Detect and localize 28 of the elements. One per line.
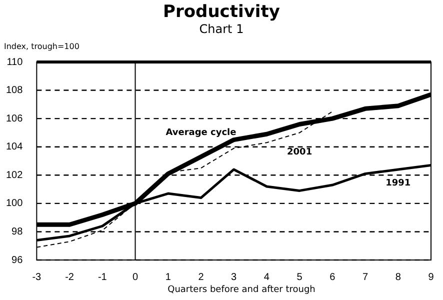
series-label: Average cycle (166, 128, 236, 138)
y-tick-label: 102 (6, 170, 24, 181)
y-tick-label: 108 (6, 85, 24, 96)
x-tick-label: -3 (32, 272, 42, 283)
x-tick-label: 3 (231, 272, 238, 283)
x-tick-label: 1 (165, 272, 172, 283)
chart-subtitle: Chart 1 (198, 22, 245, 36)
x-tick-label: -1 (98, 272, 108, 283)
x-tick-label: 4 (264, 272, 270, 283)
x-axis-title: Quarters before and after trough (166, 285, 316, 295)
x-tick-label: 0 (132, 272, 138, 283)
y-tick-label: 98 (12, 226, 24, 238)
x-tick-label: 9 (428, 272, 434, 283)
x-tick-label: 6 (330, 272, 336, 283)
series-label: 1991 (386, 178, 411, 188)
chart-title: Productivity (162, 2, 281, 22)
y-tick-label: 104 (6, 142, 24, 153)
x-tick-label: 2 (198, 272, 204, 283)
y-tick-label: 96 (12, 254, 24, 266)
x-tick-label: 7 (362, 272, 368, 283)
x-tick-label: 5 (296, 272, 303, 283)
y-axis-title: Index, trough=100 (4, 42, 80, 51)
y-tick-label: 110 (6, 56, 24, 68)
x-tick-label: -2 (65, 272, 74, 283)
y-tick-label: 100 (6, 198, 24, 210)
series-label: 2001 (287, 148, 312, 158)
y-tick-label: 106 (6, 113, 24, 124)
x-tick-label: 8 (395, 272, 402, 283)
